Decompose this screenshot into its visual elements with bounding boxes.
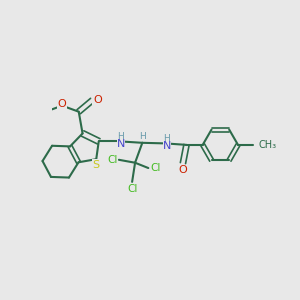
Text: O: O	[93, 95, 102, 105]
Text: H: H	[164, 134, 170, 143]
Text: O: O	[178, 165, 187, 175]
Text: Cl: Cl	[151, 163, 161, 173]
Text: S: S	[92, 160, 99, 170]
Text: O: O	[41, 103, 50, 113]
Text: Cl: Cl	[127, 184, 137, 194]
Text: O: O	[58, 99, 67, 109]
Text: H: H	[139, 132, 146, 141]
Text: O: O	[42, 102, 51, 112]
Text: N: N	[117, 139, 125, 149]
Text: N: N	[163, 141, 171, 151]
Text: O: O	[44, 103, 52, 113]
Text: CH₃: CH₃	[259, 140, 277, 150]
Text: H: H	[117, 132, 124, 141]
Text: O: O	[41, 103, 50, 113]
Text: Cl: Cl	[107, 155, 118, 165]
